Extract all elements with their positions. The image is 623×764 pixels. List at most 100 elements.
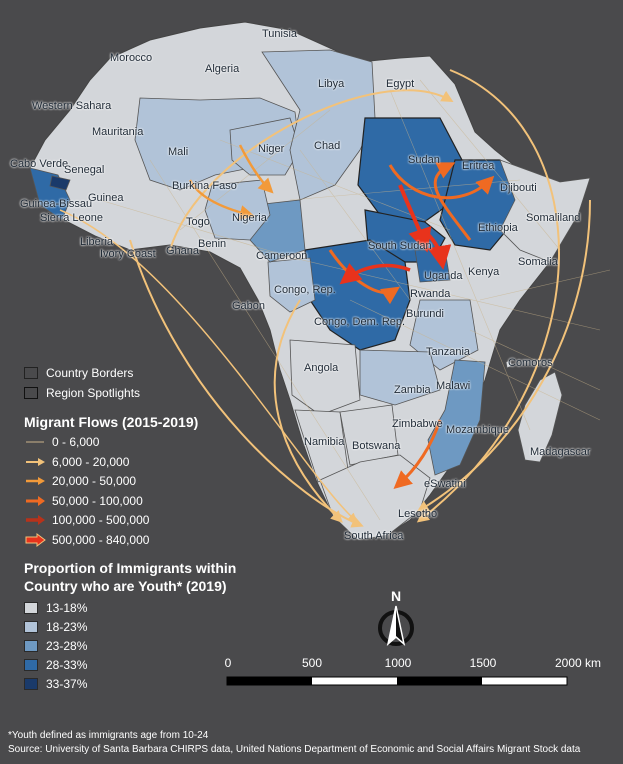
country-label-eswatini: eSwatini	[424, 478, 466, 490]
scale-tick-label: 1000	[384, 656, 412, 670]
legend-label: 6,000 - 20,000	[52, 455, 130, 469]
country-label-angola: Angola	[304, 362, 339, 374]
youth-row-3: 23-28%	[24, 637, 87, 655]
region-angola	[289, 339, 361, 416]
youth-swatch	[24, 602, 38, 614]
country-label-chad: Chad	[314, 140, 341, 152]
youth-row-4: 28-33%	[24, 656, 87, 674]
legend-label: Region Spotlights	[46, 386, 141, 400]
legend-label: 28-33%	[46, 658, 88, 672]
country-label-south-sudan: South Sudan	[368, 240, 432, 252]
country-label-togo: Togo	[186, 216, 210, 228]
youth-swatch	[24, 659, 38, 671]
country-label-congo-rep-: Congo, Rep.	[274, 284, 336, 296]
flow-arrow-icon	[26, 515, 45, 525]
country-label-lesotho: Lesotho	[398, 508, 438, 520]
region-horn	[499, 159, 591, 263]
country-label-namibia: Namibia	[304, 436, 345, 448]
region-spotlights-swatch	[24, 387, 38, 399]
region-mozambique	[427, 359, 486, 476]
legend-label: 0 - 6,000	[52, 435, 100, 449]
flow-arrow-icon	[26, 477, 45, 485]
youth-footnote: *Youth defined as immigrants age from 10…	[8, 730, 209, 741]
country-label-cabo-verde: Cabo Verde	[10, 158, 69, 170]
legend-label: 18-23%	[46, 620, 88, 634]
youth-swatch	[24, 621, 38, 633]
country-label-ghana: Ghana	[166, 245, 200, 257]
country-label-guinea: Guinea	[88, 192, 124, 204]
flow-row-5: 100,000 - 500,000	[24, 511, 149, 529]
compass-icon	[378, 605, 414, 647]
scale-bar-graphic	[226, 676, 568, 686]
country-label-zimbabwe: Zimbabwe	[392, 418, 443, 430]
legend-label: 13-18%	[46, 601, 88, 615]
flow-arrow-icon	[26, 458, 45, 466]
flow-row-3: 20,000 - 50,000	[24, 472, 136, 490]
country-label-uganda: Uganda	[424, 270, 463, 282]
youth-swatch	[24, 640, 38, 652]
country-label-mauritania: Mauritania	[92, 126, 144, 138]
north-label: N	[390, 588, 402, 604]
legend-country-borders: Country Borders	[24, 364, 133, 382]
region-zambia	[359, 349, 441, 406]
country-label-libya: Libya	[318, 78, 345, 90]
region-botswana	[339, 404, 399, 466]
country-label-south-africa: South Africa	[344, 530, 404, 542]
region-congo-rep	[267, 257, 316, 313]
country-label-madagascar: Madagascar	[530, 446, 591, 458]
country-label-morocco: Morocco	[110, 52, 153, 64]
country-label-gabon: Gabon	[232, 300, 266, 312]
flow-arrow-icon	[26, 496, 45, 506]
country-label-ivory-coast: Ivory Coast	[100, 248, 156, 260]
youth-row-2: 18-23%	[24, 618, 87, 636]
legend-label: Country Borders	[46, 366, 134, 380]
country-label-sudan: Sudan	[408, 154, 440, 166]
country-label-egypt: Egypt	[386, 78, 415, 90]
country-label-mozambique: Mozambique	[446, 424, 509, 436]
region-drc	[304, 239, 411, 351]
flow-row-4: 50,000 - 100,000	[24, 492, 143, 510]
country-label-algeria: Algeria	[205, 63, 240, 75]
north-arrow: N	[374, 588, 418, 650]
legend-label: 500,000 - 840,000	[52, 533, 150, 547]
legend-label: 33-37%	[46, 677, 88, 691]
country-label-somaliland: Somaliland	[526, 212, 581, 224]
country-label-benin: Benin	[198, 238, 227, 250]
country-label-liberia: Liberia	[80, 236, 114, 248]
country-label-kenya: Kenya	[468, 266, 500, 278]
youth-swatch	[24, 678, 38, 690]
flow-arrow-icon	[25, 533, 46, 547]
country-label-niger: Niger	[258, 143, 285, 155]
country-label-tanzania: Tanzania	[426, 346, 471, 358]
country-label-djibouti: Djibouti	[500, 182, 537, 194]
legend-label: 23-28%	[46, 639, 88, 653]
country-label-tunisia: Tunisia	[262, 28, 298, 40]
country-label-western-sahara: Western Sahara	[32, 100, 112, 112]
flow-row-6: 500,000 - 840,000	[24, 531, 149, 549]
country-label-senegal: Senegal	[64, 164, 105, 176]
legend-region-spotlights: Region Spotlights	[24, 384, 140, 402]
island-comoros	[505, 359, 513, 369]
country-borders-swatch	[24, 367, 38, 379]
flows-legend-title: Migrant Flows (2015-2019)	[24, 414, 199, 430]
country-label-congo-dem-rep-: Congo, Dem. Rep.	[314, 316, 406, 328]
country-label-mali: Mali	[168, 146, 189, 158]
flow-row-1: 0 - 6,000	[24, 433, 99, 451]
source-footnote: Source: University of Santa Barbara CHIR…	[8, 744, 581, 755]
country-label-burkina-faso: Burkina Faso	[172, 180, 237, 192]
country-label-guinea-bissau: Guinea-Bissau	[20, 198, 93, 210]
country-label-burundi: Burundi	[406, 308, 444, 320]
country-label-botswana: Botswana	[352, 440, 401, 452]
youth-legend-title-line1: Proportion of Immigrants within	[24, 560, 237, 576]
country-label-sierra-leone: Sierra Leone	[40, 212, 103, 224]
country-label-eritrea: Eritrea	[462, 160, 495, 172]
country-label-comoros: Comoros	[508, 357, 553, 369]
legend-label: 20,000 - 50,000	[52, 474, 137, 488]
scale-tick-label: 500	[301, 656, 323, 670]
youth-row-1: 13-18%	[24, 599, 87, 617]
youth-row-5: 33-37%	[24, 675, 87, 693]
scale-tick-label: 0	[224, 656, 232, 670]
country-label-ethiopia: Ethiopia	[478, 222, 518, 234]
scale-tick-label: 2000 km	[554, 656, 602, 670]
